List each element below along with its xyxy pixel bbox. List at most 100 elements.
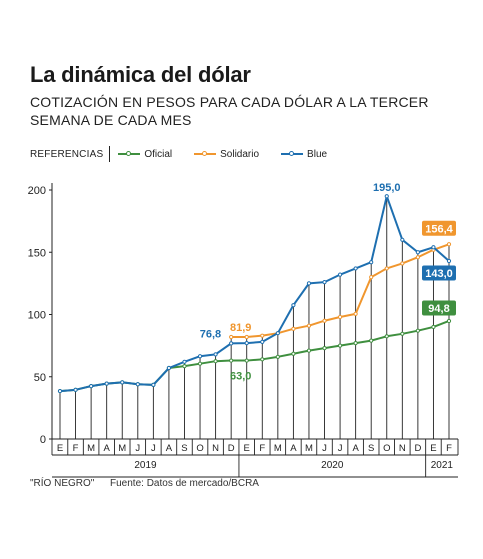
x-tick-label: E	[244, 443, 250, 454]
data-point-solidario	[369, 275, 374, 280]
legend-divider	[109, 146, 111, 162]
data-point-blue	[89, 383, 94, 389]
value-label: 63,0	[230, 371, 251, 383]
data-point-solidario	[229, 334, 234, 340]
data-point-solidario	[260, 333, 265, 338]
legend-label-blue: Blue	[307, 148, 328, 160]
x-tick-label: J	[338, 443, 343, 454]
data-point-blue	[57, 388, 63, 394]
data-point-solidario	[291, 326, 296, 331]
data-point-oficial	[384, 334, 389, 339]
data-point-blue	[151, 382, 156, 387]
data-point-oficial	[182, 364, 187, 369]
data-point-oficial	[369, 338, 374, 343]
data-point-solidario	[400, 261, 405, 266]
data-point-blue	[120, 380, 125, 385]
x-tick-label: J	[322, 443, 327, 454]
y-tick-label: 0	[40, 434, 46, 446]
data-point-blue	[244, 341, 249, 346]
legend-swatch-blue	[281, 149, 304, 159]
series-line-oficial	[59, 320, 450, 393]
x-tick-label: S	[181, 443, 187, 454]
data-point-blue	[135, 382, 140, 387]
x-tick-label: A	[104, 443, 111, 454]
x-tick-label: E	[430, 443, 436, 454]
data-point-oficial	[415, 328, 420, 333]
data-point-oficial	[197, 361, 203, 366]
data-point-blue	[369, 260, 374, 265]
x-tick-label: M	[274, 443, 282, 454]
source-credit: "RÍO NEGRO"	[30, 478, 95, 489]
data-point-blue	[73, 387, 78, 392]
y-tick-label: 200	[28, 185, 46, 197]
x-tick-label: J	[135, 443, 140, 454]
legend: REFERENCIAS Oficial Solidario Blue	[30, 146, 349, 162]
chart-subtitle: COTIZACIÓN EN PESOS PARA CADA DÓLAR A LA…	[30, 94, 429, 128]
x-tick-label: O	[383, 443, 390, 454]
data-point-blue	[353, 266, 358, 271]
legend-label-solidario: Solidario	[220, 148, 260, 160]
data-point-solidario	[322, 318, 327, 323]
data-point-blue	[182, 359, 187, 364]
y-tick-label: 150	[28, 247, 46, 259]
data-point-oficial	[431, 324, 436, 330]
legend-item-oficial: Oficial	[118, 149, 172, 160]
legend-item-solidario: Solidario	[194, 149, 259, 160]
x-tick-label: M	[118, 443, 126, 454]
data-point-blue	[197, 354, 203, 359]
value-label: 81,9	[230, 322, 251, 334]
value-label: 143,0	[425, 268, 453, 280]
value-label: 156,4	[425, 223, 453, 235]
x-tick-label: S	[368, 443, 374, 454]
data-point-solidario	[337, 314, 343, 320]
legend-swatch-solidario	[194, 149, 217, 159]
data-point-oficial	[337, 343, 343, 348]
data-point-oficial	[244, 358, 249, 363]
data-point-solidario	[244, 334, 249, 340]
data-point-solidario	[415, 255, 420, 260]
data-point-blue	[400, 237, 405, 242]
x-tick-label: D	[414, 443, 421, 454]
data-point-blue	[415, 250, 420, 255]
data-point-oficial	[353, 341, 358, 346]
data-point-oficial	[306, 348, 312, 353]
data-point-solidario	[353, 311, 358, 316]
x-tick-label: N	[399, 443, 406, 454]
data-point-oficial	[229, 358, 234, 363]
y-tick-label: 100	[28, 310, 46, 322]
data-point-oficial	[275, 354, 280, 359]
data-point-blue	[291, 303, 296, 308]
data-point-blue	[322, 280, 327, 285]
legend-item-blue: Blue	[281, 149, 327, 160]
data-point-blue	[229, 341, 234, 346]
data-point-blue	[275, 331, 280, 336]
value-label: 94,8	[428, 303, 449, 315]
x-tick-label: A	[290, 443, 297, 454]
series-line-blue	[59, 195, 450, 393]
data-point-oficial	[260, 357, 265, 362]
data-point-solidario	[384, 266, 389, 271]
data-point-blue	[213, 352, 218, 357]
data-point-oficial	[291, 351, 296, 356]
data-point-blue	[104, 381, 109, 386]
data-point-blue	[431, 245, 436, 250]
value-label: 195,0	[373, 182, 401, 194]
data-point-oficial	[446, 318, 452, 324]
year-label: 2021	[431, 460, 454, 471]
value-label-box	[422, 265, 456, 281]
data-point-oficial	[400, 331, 405, 336]
source-note: Fuente: Datos de mercado/BCRA	[110, 478, 259, 489]
data-point-solidario	[446, 242, 452, 247]
value-label-box	[422, 300, 456, 316]
legend-label: REFERENCIAS	[30, 148, 104, 160]
x-tick-label: A	[166, 443, 173, 454]
chart-title: La dinámica del dólar	[30, 62, 251, 87]
legend-swatch-oficial	[118, 149, 141, 159]
value-label: 76,8	[200, 328, 221, 340]
x-tick-label: N	[212, 443, 219, 454]
x-tick-label: F	[259, 443, 265, 454]
year-label: 2019	[134, 460, 157, 471]
x-tick-label: M	[305, 443, 313, 454]
x-tick-label: A	[352, 443, 359, 454]
